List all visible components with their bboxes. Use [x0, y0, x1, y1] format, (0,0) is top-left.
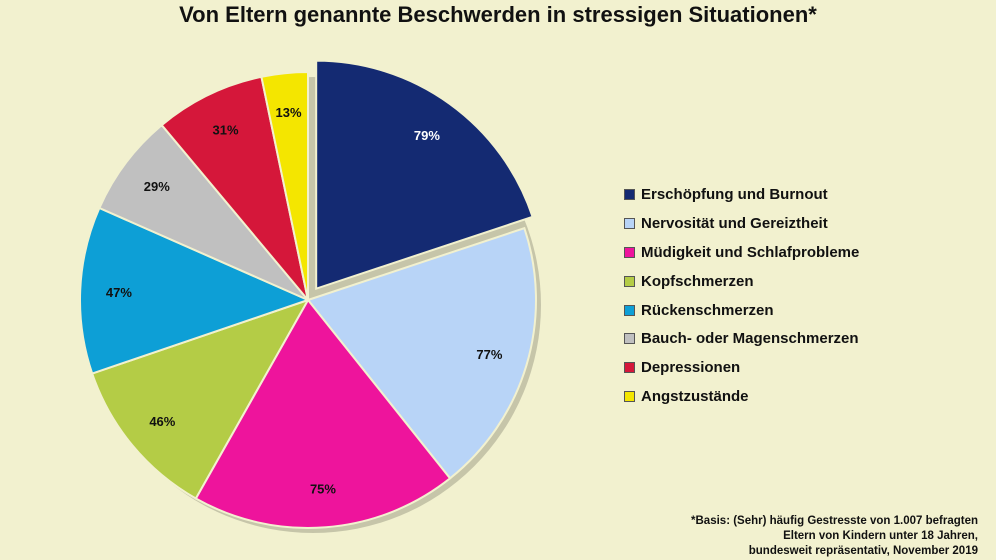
footnote: *Basis: (Sehr) häufig Gestresste von 1.0…: [691, 514, 978, 559]
legend-label: Angstzustände: [641, 388, 749, 406]
legend-label: Depressionen: [641, 359, 741, 377]
legend-swatch: [624, 217, 635, 229]
slice-label: 79%: [414, 128, 440, 143]
legend-item: Erschöpfung und Burnout: [624, 180, 859, 209]
pie-slice: [90, 298, 311, 500]
legend-label: Nervosität und Gereiztheit: [641, 214, 828, 232]
pie-slice: [306, 226, 537, 480]
legend-item: Nervosität und Gereiztheit: [624, 209, 859, 238]
pie-slice: [79, 206, 311, 375]
footnote-line: Eltern von Kindern unter 18 Jahren,: [783, 530, 978, 542]
legend-label: Müdigkeit und Schlafprobleme: [641, 243, 860, 261]
pie-slice: [315, 59, 534, 291]
legend-item: Angstzustände: [624, 382, 859, 411]
slice-label: 46%: [149, 414, 175, 429]
legend-item: Müdigkeit und Schlafprobleme: [624, 238, 859, 267]
legend-swatch: [624, 333, 635, 345]
slice-label: 13%: [276, 105, 302, 120]
legend-swatch: [624, 362, 635, 374]
footnote-line: *Basis: (Sehr) häufig Gestresste von 1.0…: [691, 515, 978, 527]
legend-item: Kopfschmerzen: [624, 267, 859, 296]
legend-item: Bauch- oder Magenschmerzen: [624, 324, 859, 353]
legend-swatch: [624, 275, 635, 287]
pie-slices: [79, 59, 541, 533]
slice-label: 47%: [106, 285, 132, 300]
legend-swatch: [624, 246, 635, 258]
pie-slice-labels: 79% 77% 75% 46% 47% 29% 31% 13%: [106, 105, 503, 497]
pie-slice: [194, 298, 452, 529]
legend-label: Rückenschmerzen: [641, 301, 774, 319]
legend-label: Bauch- oder Magenschmerzen: [641, 330, 859, 348]
pie-slice: [160, 75, 309, 301]
slice-label: 75%: [310, 482, 336, 497]
legend-swatch: [624, 304, 635, 316]
footnote-line: bundesweit repräsentativ, November 2019: [748, 545, 978, 557]
legend-item: Rückenschmerzen: [624, 296, 859, 325]
legend-swatch: [624, 391, 635, 403]
pie-slice: [98, 123, 309, 301]
chart-title: Von Eltern genannte Beschwerden in stres…: [179, 2, 817, 27]
pie-slice: [260, 70, 309, 301]
legend-item: Depressionen: [624, 353, 859, 382]
legend-swatch: [624, 188, 635, 200]
legend-label: Erschöpfung und Burnout: [641, 185, 828, 203]
slice-label: 77%: [476, 347, 502, 362]
slice-label: 29%: [144, 179, 170, 194]
legend: Erschöpfung und Burnout Nervosität und Ge…: [624, 180, 859, 411]
slice-label: 31%: [212, 123, 238, 138]
legend-label: Kopfschmerzen: [641, 272, 754, 290]
